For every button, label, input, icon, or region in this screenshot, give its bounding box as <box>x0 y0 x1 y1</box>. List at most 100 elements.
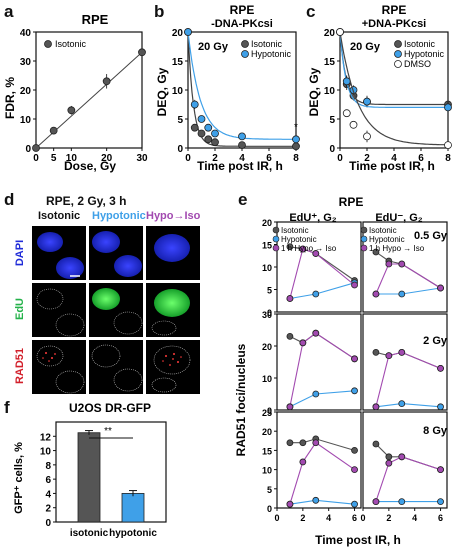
y-tick-label: 0 <box>329 144 335 155</box>
data-point <box>238 132 246 141</box>
panel-f-chart: U2OS DR-GFP GFP⁺ cells, % 0 2 4 6 8 10 12 isoto… <box>13 401 167 539</box>
rad51-hypotonic-image <box>89 340 143 394</box>
x-tick-label: 6 <box>266 153 272 164</box>
series-line <box>289 248 355 299</box>
panel-e-legend-1: Isotonic Hypotonic 1 h Hypo → Iso <box>272 226 337 253</box>
panel-e-legend-hi: 1 h Hypo → Iso <box>281 244 337 253</box>
panel-c-legend-dmso-marker <box>394 60 402 68</box>
data-point <box>363 97 371 106</box>
data-point <box>32 144 40 152</box>
data-point <box>385 352 393 360</box>
x-tick-label: 0 <box>274 513 279 523</box>
panel-a-xlabel: Dose, Gy <box>64 159 116 173</box>
x-tick-label: 0 <box>360 513 365 523</box>
panel-c-title: RPE <box>382 3 407 17</box>
panel-e-legend-2: Isotonic Hypotonic 1 h Hypo → Iso <box>360 226 425 253</box>
panel-b-asterisk: * <box>294 122 298 133</box>
axes-frame <box>362 411 448 509</box>
data-point <box>437 466 444 474</box>
panel-c-dose: 20 Gy <box>350 41 381 53</box>
y-tick-label: 4 <box>45 489 51 500</box>
y-tick-label: 25 <box>262 408 272 418</box>
panel-c-legend-hypo-marker <box>394 50 402 58</box>
y-tick-label: 15 <box>262 446 272 456</box>
y-tick-label: 20 <box>324 28 336 39</box>
panel-c-legend-iso: Isotonic <box>404 39 436 49</box>
panel-a-chart: RPE Dose, Gy FDR, % 0 5 10 20 30 0 10 20 30 40 Is… <box>3 12 148 173</box>
panel-c-ylabel: DEQ, Gy <box>307 67 321 116</box>
x-tick-label: 6 <box>438 513 443 523</box>
bar-category-label: isotonic <box>70 528 109 539</box>
data-point <box>299 245 307 253</box>
data-point <box>351 387 358 395</box>
data-point <box>444 103 452 112</box>
data-point <box>437 403 444 411</box>
y-tick-label: 5 <box>267 485 272 495</box>
series-line <box>289 441 355 505</box>
panel-e-dose-2: 2 Gy <box>423 335 448 347</box>
data-point <box>312 496 320 504</box>
data-point <box>184 28 192 36</box>
x-tick-label: 10 <box>66 153 78 164</box>
data-point <box>372 440 380 448</box>
y-tick-label: 20 <box>20 86 32 97</box>
panel-e-legend2-iso: Isotonic <box>369 226 397 235</box>
panel-d-col-isotonic: Isotonic <box>38 210 81 222</box>
x-tick-label: 4 <box>326 513 331 523</box>
panel-a-legend-marker <box>44 40 52 48</box>
bar-category-label: hypotonic <box>109 528 157 539</box>
data-point <box>437 498 444 506</box>
data-point <box>351 446 358 454</box>
y-tick-label: 8 <box>45 461 51 472</box>
data-point <box>299 458 307 466</box>
panel-b-chart: RPE -DNA-PKcsi Time post IR, h DEQ, Gy 0… <box>155 3 300 173</box>
data-point <box>286 500 294 508</box>
y-tick-label: 40 <box>20 28 32 39</box>
panel-e-subplot <box>362 313 448 411</box>
y-tick-label: 15 <box>262 241 272 251</box>
data-point <box>102 77 111 86</box>
y-tick-label: 0 <box>267 504 272 514</box>
data-point <box>385 260 393 268</box>
y-tick-label: 10 <box>40 447 52 458</box>
data-point <box>363 132 371 141</box>
panel-e-legend2-hypo-marker <box>360 235 368 243</box>
panel-b-legend-hypo-marker <box>241 50 249 58</box>
x-tick-label: 2 <box>386 513 391 523</box>
y-tick-label: 0 <box>45 518 51 529</box>
panel-d-row-rad51: RAD51 <box>14 347 26 385</box>
data-point <box>299 339 307 347</box>
panel-d-col-hypotonic: Hypotonic <box>92 210 146 222</box>
series-line <box>375 456 441 502</box>
data-point <box>351 281 358 289</box>
panel-f-ylabel: GFP⁺ cells, % <box>13 442 25 514</box>
panel-b-plot-area: 0 2 4 6 8 0 5 10 15 20 <box>172 28 300 164</box>
x-tick-label: 0 <box>337 153 343 164</box>
panel-e-dose-1: 0.5 Gy <box>414 230 448 242</box>
y-tick-label: 0 <box>267 308 272 318</box>
data-point <box>437 364 444 372</box>
y-tick-label: 10 <box>262 374 272 384</box>
x-tick-label: 2 <box>212 153 218 164</box>
panel-e-legend-hi-marker <box>272 244 280 252</box>
data-point <box>190 123 199 132</box>
y-tick-label: 5 <box>267 286 272 296</box>
x-tick-label: 20 <box>101 153 113 164</box>
x-tick-label: 2 <box>364 153 370 164</box>
y-tick-label: 10 <box>324 86 336 97</box>
data-point <box>211 138 219 147</box>
bar-isotonic <box>77 432 101 523</box>
panel-letter-d: d <box>4 190 15 209</box>
series-line <box>375 351 441 407</box>
series-line <box>289 390 355 408</box>
data-point <box>398 260 406 268</box>
y-tick-label: 12 <box>40 432 52 443</box>
x-tick-label: 6 <box>418 153 424 164</box>
y-tick-label: 0 <box>267 406 272 416</box>
panel-d-row-edu: EdU <box>14 298 26 320</box>
panel-e-legend2-iso-marker <box>360 226 368 234</box>
y-tick-label: 10 <box>262 466 272 476</box>
axes-frame <box>55 421 167 523</box>
data-point <box>197 129 206 138</box>
